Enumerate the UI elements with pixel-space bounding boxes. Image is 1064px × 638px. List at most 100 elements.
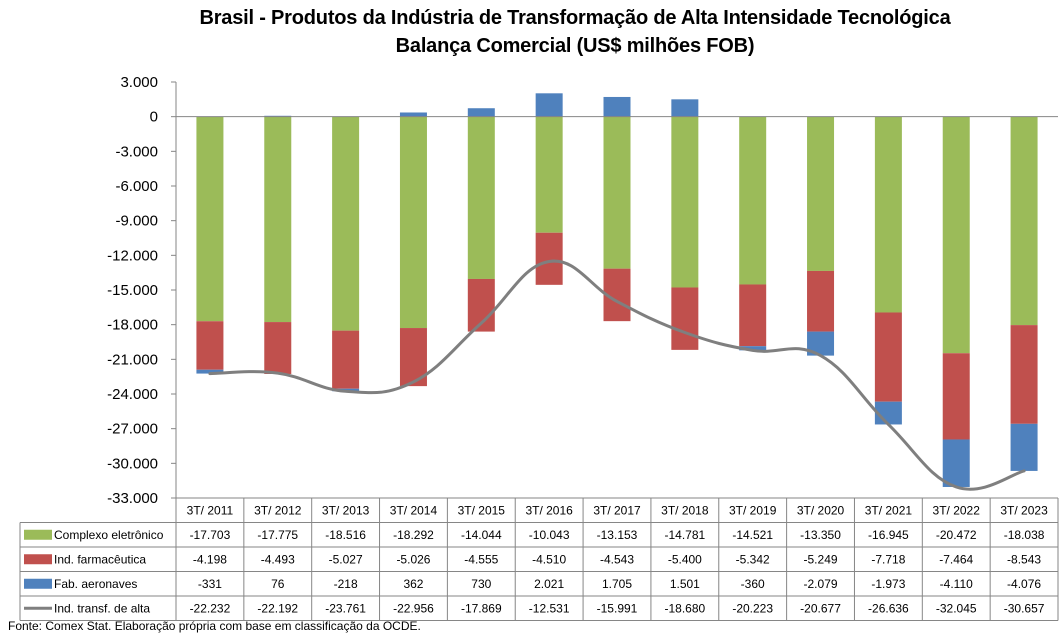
table-value: -13.350 bbox=[800, 528, 841, 542]
y-tick-label: -24.000 bbox=[107, 386, 158, 403]
table-value: -7.464 bbox=[939, 552, 973, 566]
table-value: -14.044 bbox=[461, 528, 502, 542]
table-value: -32.045 bbox=[936, 601, 977, 615]
table-value: -4.110 bbox=[940, 577, 973, 591]
bar-segment bbox=[196, 369, 224, 374]
bar-segment bbox=[942, 353, 970, 440]
table-value: -18.680 bbox=[664, 601, 705, 615]
y-tick-label: -3.000 bbox=[115, 143, 158, 160]
table-value: -8.543 bbox=[1007, 552, 1041, 566]
table-value: -5.400 bbox=[668, 552, 702, 566]
table-value: -20.223 bbox=[732, 601, 773, 615]
table-value: -4.076 bbox=[1007, 577, 1041, 591]
table-value: -20.472 bbox=[936, 528, 977, 542]
table-value: -13.153 bbox=[597, 528, 638, 542]
bar-segment bbox=[671, 287, 699, 350]
legend-label: Complexo eletrônico bbox=[54, 528, 164, 542]
category-label: 3T/ 2019 bbox=[729, 503, 777, 517]
table-value: 362 bbox=[403, 577, 423, 591]
table-value: -12.531 bbox=[529, 601, 570, 615]
table-value: -30.657 bbox=[1004, 601, 1045, 615]
table-value: -5.342 bbox=[736, 552, 770, 566]
y-tick-label: 0 bbox=[150, 109, 158, 126]
bar-segment bbox=[603, 116, 631, 269]
line-series-path bbox=[208, 259, 1026, 491]
legend-label: Fab. aeronaves bbox=[54, 577, 137, 591]
category-label: 3T/ 2012 bbox=[254, 503, 302, 517]
y-tick-label: -18.000 bbox=[107, 317, 158, 334]
bar-segment bbox=[332, 330, 360, 389]
category-label: 3T/ 2022 bbox=[933, 503, 981, 517]
table-value: -26.636 bbox=[868, 601, 909, 615]
y-tick-label: -15.000 bbox=[107, 282, 158, 299]
bar-segment bbox=[807, 116, 835, 271]
y-tick-label: -30.000 bbox=[107, 455, 158, 472]
y-tick-label: -9.000 bbox=[115, 213, 158, 230]
bar-segment bbox=[739, 284, 767, 347]
table-value: -331 bbox=[198, 577, 222, 591]
bar-segment bbox=[942, 439, 970, 487]
bar-segment bbox=[671, 99, 699, 117]
bar-segment bbox=[807, 270, 835, 332]
table-value: -22.232 bbox=[190, 601, 231, 615]
bar-segment bbox=[264, 116, 292, 323]
table-value: -17.869 bbox=[461, 601, 502, 615]
category-label: 3T/ 2014 bbox=[390, 503, 438, 517]
y-tick-label: -6.000 bbox=[115, 178, 158, 195]
table-value: -17.703 bbox=[190, 528, 231, 542]
chart-title: Brasil - Produtos da Indústria de Transf… bbox=[199, 7, 951, 29]
bar-segment bbox=[1010, 423, 1038, 471]
table-value: -15.991 bbox=[597, 601, 638, 615]
legend-swatch bbox=[24, 529, 52, 540]
table-value: -10.043 bbox=[529, 528, 570, 542]
table-value: -18.516 bbox=[325, 528, 366, 542]
bar-segment bbox=[196, 321, 224, 370]
chart-subtitle: Balança Comercial (US$ milhões FOB) bbox=[395, 35, 755, 57]
category-label: 3T/ 2020 bbox=[797, 503, 845, 517]
category-label: 3T/ 2011 bbox=[187, 503, 234, 517]
table-value: -2.079 bbox=[804, 577, 838, 591]
category-label: 3T/ 2017 bbox=[593, 503, 641, 517]
bar-segment bbox=[739, 346, 767, 351]
table-value: -7.718 bbox=[871, 552, 905, 566]
y-tick-label: -21.000 bbox=[107, 351, 158, 368]
bar-segment bbox=[467, 116, 495, 279]
table-value: -1.973 bbox=[871, 577, 905, 591]
bar-segment bbox=[535, 93, 563, 117]
bar-segment bbox=[739, 116, 767, 285]
bar-segment bbox=[467, 108, 495, 117]
table-value: -22.192 bbox=[257, 601, 298, 615]
table-value: -218 bbox=[334, 577, 358, 591]
table-value: 1.705 bbox=[602, 577, 632, 591]
table-value: -5.026 bbox=[396, 552, 430, 566]
table-value: -14.781 bbox=[664, 528, 705, 542]
bar-segment bbox=[535, 232, 563, 285]
table-value: -5.249 bbox=[804, 552, 838, 566]
table-value: -4.198 bbox=[193, 552, 227, 566]
legend-label: Ind. transf. de alta bbox=[54, 601, 150, 615]
table-value: -17.775 bbox=[257, 528, 298, 542]
source-note: Fonte: Comex Stat. Elaboração própria co… bbox=[8, 619, 421, 633]
bar-segment bbox=[874, 116, 902, 313]
y-tick-label: -12.000 bbox=[107, 247, 158, 264]
legend-swatch bbox=[24, 578, 52, 589]
legend-label: Ind. farmacêutica bbox=[54, 552, 146, 566]
bar-segment bbox=[399, 116, 427, 329]
table-value: -4.510 bbox=[532, 552, 566, 566]
y-tick-label: 3.000 bbox=[120, 74, 158, 91]
table-value: -18.038 bbox=[1004, 528, 1045, 542]
category-label: 3T/ 2018 bbox=[661, 503, 709, 517]
category-label: 3T/ 2021 bbox=[865, 503, 913, 517]
legend-swatch bbox=[24, 554, 52, 565]
category-label: 3T/ 2016 bbox=[525, 503, 573, 517]
table-value: 76 bbox=[271, 577, 285, 591]
bar-segment bbox=[874, 312, 902, 402]
bar-segment bbox=[332, 116, 360, 331]
table-value: -22.956 bbox=[393, 601, 434, 615]
bar-segment bbox=[535, 116, 563, 233]
bar-segment bbox=[399, 112, 427, 117]
table-value: 2.021 bbox=[534, 577, 564, 591]
category-label: 3T/ 2013 bbox=[322, 503, 370, 517]
table-value: -23.761 bbox=[325, 601, 366, 615]
